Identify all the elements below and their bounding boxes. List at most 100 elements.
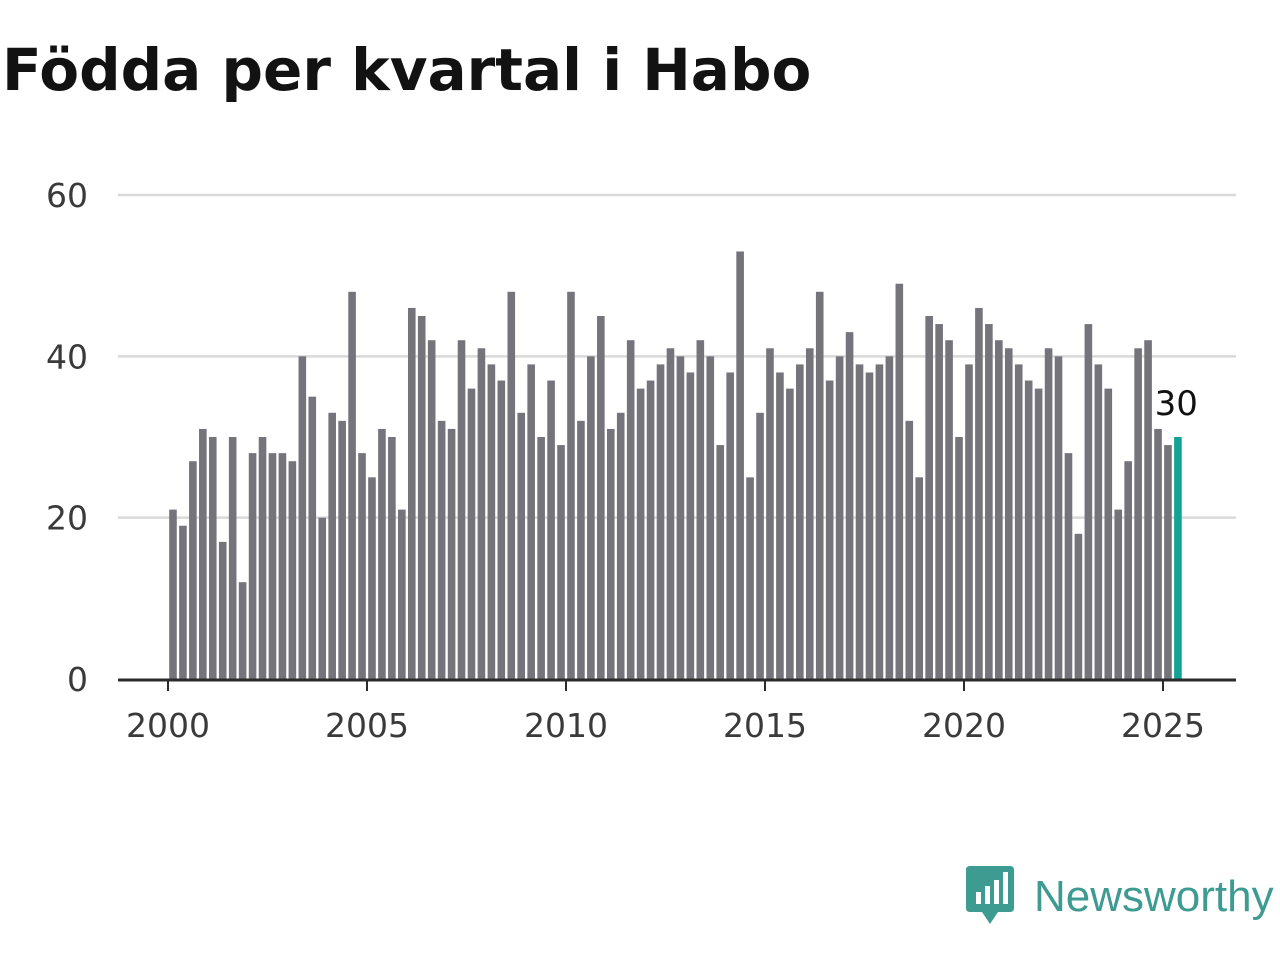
bar [328, 412, 336, 679]
y-tick-label: 60 [46, 176, 88, 215]
bar [666, 348, 675, 679]
bar [457, 340, 466, 679]
bar [597, 316, 605, 679]
y-tick-label: 0 [67, 660, 88, 699]
bar [388, 437, 396, 679]
x-tick-label: 2015 [723, 706, 807, 745]
chart-title: Födda per kvartal i Habo [2, 36, 812, 104]
bar [248, 453, 257, 679]
x-tick-label: 2005 [325, 706, 409, 745]
bar [437, 420, 446, 679]
y-tick-label: 20 [46, 499, 88, 538]
bar [925, 316, 933, 679]
bar [189, 461, 197, 679]
x-tick-label: 2010 [524, 706, 608, 745]
bar [706, 356, 715, 679]
bar [1104, 388, 1113, 679]
bar [825, 380, 834, 679]
bar [318, 517, 327, 679]
bar [398, 509, 406, 679]
bar [975, 307, 983, 679]
bar [1004, 348, 1013, 679]
bar [626, 340, 635, 679]
bar [537, 437, 545, 679]
bar [1134, 348, 1142, 679]
bar [467, 388, 476, 679]
bar [726, 372, 734, 679]
bar [567, 291, 575, 679]
bar [447, 428, 456, 679]
brand-name: Newsworthy [1034, 872, 1274, 921]
bar [527, 364, 535, 679]
bar [547, 380, 555, 679]
bar [786, 388, 794, 679]
bar [218, 541, 227, 679]
bar-chart: 0 20 40 60 2000 2005 2010 2015 2020 2025 30 [46, 176, 1236, 745]
bar [985, 324, 993, 679]
bar [766, 348, 774, 679]
bar [179, 525, 187, 679]
bar [378, 428, 386, 679]
bar [1054, 356, 1063, 679]
bar [358, 453, 366, 679]
bar [1044, 348, 1053, 679]
bars [169, 251, 1182, 679]
bar [1094, 364, 1103, 679]
bar [696, 340, 705, 679]
bar [1154, 428, 1162, 679]
bar [238, 582, 247, 679]
x-tick-label: 2000 [126, 706, 210, 745]
x-axis-ticks: 2000 2005 2010 2015 2020 2025 [126, 680, 1205, 745]
bar [348, 291, 356, 679]
bar [865, 372, 874, 679]
bar [1034, 388, 1043, 679]
bar [417, 316, 426, 679]
bar [507, 291, 516, 679]
bar [1164, 445, 1172, 679]
bar [1144, 340, 1152, 679]
y-axis-ticks: 0 20 40 60 [46, 176, 88, 699]
bar [308, 396, 317, 679]
bar [228, 437, 237, 679]
bar [845, 332, 854, 679]
bar [1114, 509, 1123, 679]
bar [905, 420, 914, 679]
bar [427, 340, 436, 679]
newsworthy-logo-icon [964, 864, 1016, 930]
y-tick-label: 40 [46, 337, 88, 376]
x-tick-label: 2025 [1121, 706, 1205, 745]
bar [407, 307, 416, 679]
bar [577, 420, 585, 679]
bar [1124, 461, 1132, 679]
bar [646, 380, 655, 679]
bar [636, 388, 645, 679]
bar [338, 420, 346, 679]
bar [298, 356, 307, 679]
bar [1074, 533, 1083, 679]
bar [935, 324, 943, 679]
bar [557, 445, 565, 679]
last-value-label: 30 [1155, 384, 1198, 424]
bar [656, 364, 665, 679]
bar [1024, 380, 1033, 679]
bar [606, 428, 615, 679]
bar [885, 356, 894, 679]
bar [497, 380, 506, 679]
x-tick-label: 2020 [922, 706, 1006, 745]
bar [587, 356, 595, 679]
bar [736, 251, 744, 679]
bar [517, 412, 526, 679]
bar [796, 364, 804, 679]
bar [368, 477, 376, 679]
bar [746, 477, 754, 679]
bar [686, 372, 695, 679]
bar [268, 453, 277, 679]
bar [716, 445, 725, 679]
bar [169, 509, 177, 679]
bar [776, 372, 784, 679]
bar [1014, 364, 1023, 679]
bar [487, 364, 496, 679]
bar [895, 283, 904, 679]
brand-logo: Newsworthy [964, 864, 1274, 930]
bar [208, 437, 217, 679]
